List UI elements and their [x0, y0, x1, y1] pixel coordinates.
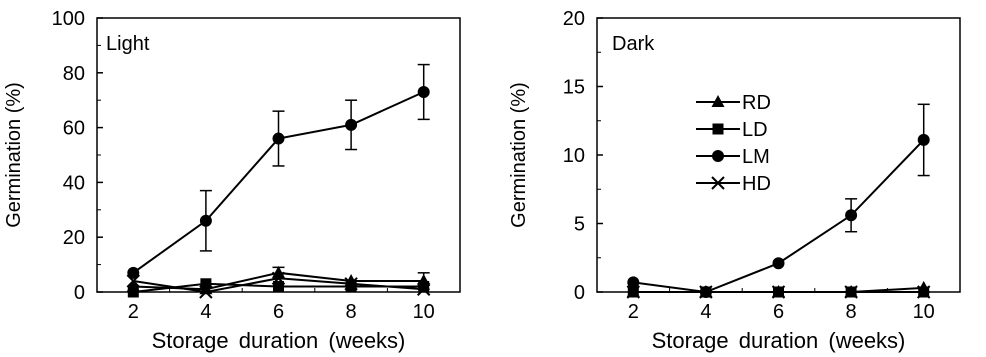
x-axis-label: Storage duration (weeks) — [652, 328, 906, 353]
legend-item-rd: RD — [696, 92, 771, 114]
x-tick-label: 6 — [273, 301, 284, 323]
series-lm — [627, 103, 930, 298]
legend-item-ld: LD — [696, 119, 768, 141]
data-point — [626, 285, 641, 299]
series-lm — [127, 63, 430, 279]
data-point — [199, 285, 213, 299]
legend-label: HD — [742, 173, 771, 195]
data-point — [345, 281, 357, 293]
data-point — [627, 276, 640, 289]
data-point — [845, 209, 858, 222]
legend-marker — [711, 95, 725, 107]
x-tick-label: 2 — [628, 301, 639, 323]
x-tick-label: 4 — [200, 301, 211, 323]
data-point — [416, 282, 431, 296]
legend-label: LM — [742, 146, 770, 168]
data-point — [273, 281, 284, 293]
legend-marker — [711, 176, 725, 190]
legend-marker — [712, 150, 724, 162]
data-point — [271, 271, 286, 286]
data-point — [772, 257, 785, 270]
x-tick-label: 8 — [346, 301, 357, 323]
plot-frame — [596, 17, 961, 293]
data-point — [345, 118, 358, 131]
legend-label: RD — [742, 92, 771, 114]
y-tick-label: 20 — [63, 227, 85, 249]
series-hd — [126, 271, 431, 299]
y-tick-label: 40 — [63, 172, 85, 194]
data-point — [418, 281, 430, 293]
data-point — [417, 85, 430, 98]
x-tick-label: 2 — [128, 301, 139, 323]
y-tick-label: 20 — [563, 8, 585, 30]
data-point — [917, 133, 930, 146]
panel-label: Light — [106, 33, 150, 55]
y-axis-label: Germination (%) — [508, 82, 530, 228]
y-tick-label: 15 — [563, 77, 585, 99]
data-point — [699, 285, 713, 299]
data-point — [127, 286, 139, 298]
data-point — [200, 278, 212, 290]
light-panel: 0 20 40 60 80 100 2 4 6 8 10 Storage duration (week… — [3, 8, 461, 353]
x-tick-label: 6 — [773, 301, 784, 323]
data-point — [844, 285, 858, 299]
y-tick-label: 0 — [574, 282, 585, 304]
x-axis-label: Storage duration (weeks) — [152, 328, 406, 353]
x-tick-label: 10 — [913, 301, 935, 323]
legend-label: LD — [742, 119, 768, 141]
series-hd — [626, 285, 931, 299]
x-tick-label: 8 — [846, 301, 857, 323]
dark-panel: 0 5 10 15 20 2 4 6 8 10 Storage duration (weeks) Ge… — [508, 8, 961, 353]
x-tick-label: 10 — [413, 301, 435, 323]
y-tick-label: 10 — [563, 145, 585, 167]
data-point — [344, 277, 358, 291]
data-point — [916, 285, 931, 299]
panel-label: Dark — [612, 33, 655, 55]
data-point — [126, 274, 141, 288]
y-tick-label: 100 — [52, 8, 85, 30]
x-tick-label: 4 — [700, 301, 711, 323]
data-point — [127, 266, 140, 279]
legend-marker — [712, 123, 724, 135]
data-point — [771, 285, 786, 299]
data-point — [272, 132, 285, 145]
y-tick-label: 80 — [63, 63, 85, 85]
data-point — [199, 214, 212, 227]
y-tick-label: 60 — [63, 118, 85, 140]
y-axis-label: Germination (%) — [3, 82, 25, 228]
legend-item-hd: HD — [696, 173, 771, 195]
y-tick-label: 0 — [74, 282, 85, 304]
y-tick-label: 5 — [574, 214, 585, 236]
legend-item-lm: LM — [696, 146, 770, 168]
legend: RD LD LM HD — [696, 92, 771, 195]
